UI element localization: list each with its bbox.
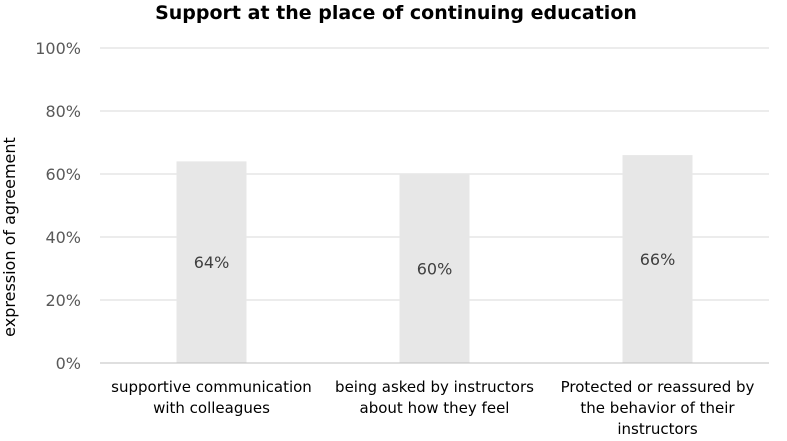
data-label: 66% <box>640 250 676 269</box>
x-category-label: Protected or reassured by <box>561 378 755 396</box>
y-tick-label: 60% <box>45 165 81 184</box>
x-category-label: about how they feel <box>360 399 510 417</box>
x-category-label: supportive communication <box>111 378 312 396</box>
chart-title: Support at the place of continuing educa… <box>155 2 637 24</box>
y-tick-label: 100% <box>35 39 81 58</box>
y-tick-label: 40% <box>45 228 81 247</box>
x-category-label: instructors <box>617 420 698 438</box>
data-label: 64% <box>194 253 230 272</box>
y-axis-label: expression of agreement <box>0 137 19 337</box>
bar <box>622 155 693 363</box>
y-tick-label: 0% <box>56 354 81 373</box>
bar <box>176 161 247 363</box>
bar <box>399 174 470 363</box>
x-category-label: the behavior of their <box>580 399 735 417</box>
data-labels: 64% 60% 66% <box>194 250 676 278</box>
y-tick-label: 20% <box>45 291 81 310</box>
x-category-label: being asked by instructors <box>335 378 534 396</box>
y-tick-label: 80% <box>45 102 81 121</box>
x-category-label: with colleagues <box>153 399 270 417</box>
x-axis-categories: supportive communication with colleagues b… <box>111 378 754 438</box>
data-label: 60% <box>417 260 453 279</box>
y-axis-ticks: 0% 20% 40% 60% 80% 100% <box>35 39 81 373</box>
bars <box>176 155 693 363</box>
